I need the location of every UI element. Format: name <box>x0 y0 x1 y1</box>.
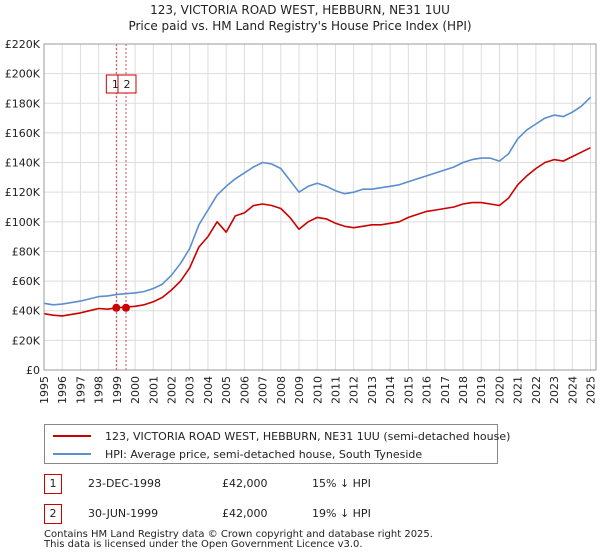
legend-swatch-property <box>53 435 91 437</box>
price-chart: 123, VICTORIA ROAD WEST, HEBBURN, NE31 1… <box>5 3 598 404</box>
sale-date: 30-JUN-1999 <box>88 507 159 520</box>
x-tick-label: 2006 <box>238 376 251 404</box>
chart-subtitle: Price paid vs. HM Land Registry's House … <box>128 19 471 33</box>
x-tick-label: 2017 <box>439 376 452 404</box>
sale-hpi-diff: 15% ↓ HPI <box>312 477 371 490</box>
sale-date: 23-DEC-1998 <box>88 477 162 490</box>
sale-badge: 2 <box>44 504 62 524</box>
sale-point <box>112 303 121 312</box>
footer-licence: This data is licensed under the Open Gov… <box>44 539 363 550</box>
plot-border <box>43 43 597 371</box>
footer-copyright: Contains HM Land Registry data © Crown c… <box>44 529 433 540</box>
x-tick-label: 2016 <box>421 376 434 404</box>
chart-title: 123, VICTORIA ROAD WEST, HEBBURN, NE31 1… <box>150 3 450 17</box>
x-tick-label: 2002 <box>166 376 179 404</box>
legend-swatch-hpi <box>53 453 91 455</box>
x-tick-label: 2023 <box>548 376 561 404</box>
x-tick-label: 2011 <box>329 376 342 404</box>
x-tick-label: 2000 <box>129 376 142 404</box>
x-tick-label: 2025 <box>585 376 598 404</box>
x-tick-label: 2009 <box>293 376 306 404</box>
x-axis-ticks: 1995 1996 1997 1998 1999 2000 2001 2002 2003 2004… <box>38 376 598 404</box>
x-tick-label: 1999 <box>111 376 124 404</box>
x-tick-label: 2012 <box>348 376 361 404</box>
sale-badge: 1 <box>44 474 62 494</box>
x-tick-label: 2024 <box>566 376 579 404</box>
x-tick-label: 2015 <box>402 376 415 404</box>
x-tick-label: 2008 <box>275 376 288 404</box>
x-tick-label: 2021 <box>512 376 525 404</box>
x-tick-label: 1998 <box>93 376 106 404</box>
y-tick-label: £200K <box>5 68 41 81</box>
y-tick-label: £60K <box>12 275 41 288</box>
sale-points <box>112 303 130 312</box>
y-tick-label: £180K <box>5 97 41 110</box>
sale-marker-box <box>117 74 137 94</box>
sale-row: 2 30-JUN-1999 £42,000 19% ↓ HPI <box>44 504 564 524</box>
x-tick-label: 2020 <box>493 376 506 404</box>
y-tick-label: £40K <box>12 305 41 318</box>
y-tick-label: £0 <box>26 364 40 377</box>
x-tick-label: 1995 <box>38 376 51 404</box>
sale-point <box>121 303 130 312</box>
grid-lines <box>43 43 596 371</box>
hpi-line <box>43 96 592 306</box>
legend-label-property: 123, VICTORIA ROAD WEST, HEBBURN, NE31 1… <box>105 429 511 443</box>
legend-item-hpi: HPI: Average price, semi-detached house,… <box>53 445 422 463</box>
x-tick-label: 2013 <box>366 376 379 404</box>
y-tick-label: £160K <box>5 127 41 140</box>
x-tick-label: 2014 <box>384 376 397 404</box>
footer: Contains HM Land Registry data © Crown c… <box>44 530 433 550</box>
x-tick-label: 2004 <box>202 376 215 404</box>
y-tick-label: £20K <box>12 334 41 347</box>
x-tick-label: 2001 <box>147 376 160 404</box>
legend-label-hpi: HPI: Average price, semi-detached house,… <box>105 447 423 461</box>
legend-item-property: 123, VICTORIA ROAD WEST, HEBBURN, NE31 1… <box>53 427 510 445</box>
sale-price: £42,000 <box>222 507 268 520</box>
y-tick-label: £80K <box>12 245 41 258</box>
sale-marker-label: 1 <box>112 78 119 91</box>
y-tick-label: £120K <box>5 186 41 199</box>
x-tick-label: 2007 <box>257 376 270 404</box>
sale-marker-label: 2 <box>123 78 130 91</box>
x-tick-label: 1997 <box>74 376 87 404</box>
sale-row: 1 23-DEC-1998 £42,000 15% ↓ HPI <box>44 474 564 494</box>
sale-price: £42,000 <box>222 477 268 490</box>
x-tick-label: 2003 <box>184 376 197 404</box>
y-tick-label: £100K <box>5 216 41 229</box>
legend: 123, VICTORIA ROAD WEST, HEBBURN, NE31 1… <box>44 424 510 464</box>
x-tick-label: 2005 <box>220 376 233 404</box>
x-tick-label: 2019 <box>475 376 488 404</box>
plot-area <box>44 44 596 370</box>
x-tick-label: 2018 <box>457 376 470 404</box>
y-tick-label: £220K <box>5 38 41 51</box>
y-tick-label: £140K <box>5 157 41 170</box>
x-tick-label: 2010 <box>311 376 324 404</box>
x-tick-label: 2022 <box>530 376 543 404</box>
y-axis-ticks: £0 £20K £40K £60K £80K £100K £120K £140K £160K £1… <box>5 38 41 377</box>
x-tick-label: 1996 <box>56 376 69 404</box>
sale-hpi-diff: 19% ↓ HPI <box>312 507 371 520</box>
